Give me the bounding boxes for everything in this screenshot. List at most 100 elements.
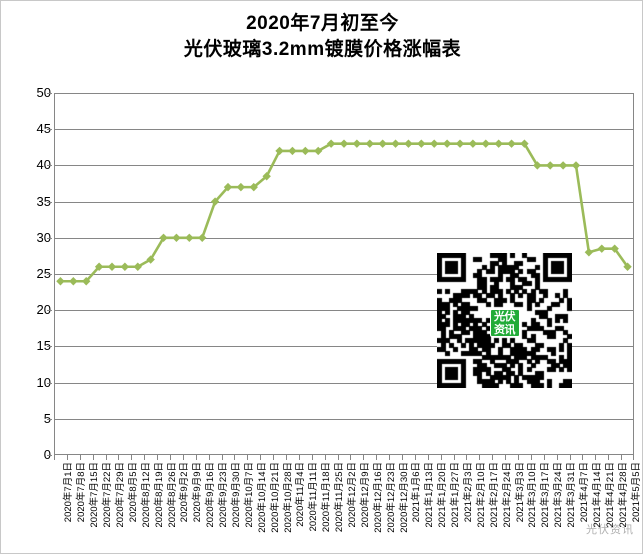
x-axis-tick-label: 2020年10月14日 xyxy=(256,462,268,533)
x-axis-tick-mark xyxy=(118,455,119,460)
x-axis-tick-mark xyxy=(54,455,55,460)
x-axis-tick-mark xyxy=(131,455,132,460)
x-axis-tick-label: 2020年9月30日 xyxy=(231,462,242,528)
data-point-marker xyxy=(82,277,91,286)
chart-title: 2020年7月初至今 光伏玻璃3.2mm镀膜价格涨幅表 xyxy=(1,11,643,63)
data-point-marker xyxy=(468,139,478,148)
data-point-marker xyxy=(365,139,374,148)
x-axis-tick-mark xyxy=(518,455,519,460)
x-axis-tick-label: 2020年12月30日 xyxy=(398,462,410,533)
qr-code-watermark: 光伏 资讯 xyxy=(437,253,572,393)
data-point-marker xyxy=(571,161,581,170)
y-axis-tick-mark xyxy=(47,346,52,348)
x-axis-tick-mark xyxy=(505,455,506,460)
data-point-marker xyxy=(597,244,606,253)
x-axis-tick-label: 2021年3月3日 xyxy=(514,462,526,523)
data-point-marker xyxy=(417,139,426,148)
x-axis-tick-label: 2020年12月9日 xyxy=(359,462,371,528)
data-point-marker xyxy=(275,146,284,156)
x-axis-tick-mark xyxy=(415,455,416,460)
x-axis-tick-mark xyxy=(544,455,545,460)
x-axis-tick-label: 2020年10月21日 xyxy=(269,462,281,533)
data-point-marker xyxy=(236,182,246,192)
x-axis-tick-mark xyxy=(376,455,377,460)
data-point-marker xyxy=(352,139,362,148)
x-axis-tick-mark xyxy=(247,455,248,460)
qr-logo-line-2: 资讯 xyxy=(494,324,516,336)
data-point-marker xyxy=(442,139,452,148)
x-axis-tick-mark xyxy=(389,455,390,460)
x-axis-tick-label: 2020年12月2日 xyxy=(347,462,358,528)
x-axis-tick-mark xyxy=(260,455,261,460)
x-axis-tick-label: 2021年4月7日 xyxy=(579,462,590,523)
x-axis-tick-label: 2020年8月26日 xyxy=(166,462,178,528)
x-axis-tick-label: 2021年2月17日 xyxy=(488,462,500,528)
gridline xyxy=(54,165,634,167)
gridline xyxy=(54,310,634,312)
x-axis-tick-mark xyxy=(363,455,364,460)
x-axis-tick-mark xyxy=(582,455,583,460)
data-point-marker xyxy=(326,139,336,148)
data-point-marker xyxy=(262,172,271,181)
x-axis-tick-label: 2021年4月14日 xyxy=(591,462,603,528)
x-axis-tick-mark xyxy=(350,455,351,460)
x-axis-tick-mark xyxy=(428,455,429,460)
x-axis-tick-label: 2021年1月13日 xyxy=(424,462,436,528)
gridline xyxy=(54,237,634,239)
data-point-marker xyxy=(198,233,207,242)
x-axis-tick-label: 2020年7月15日 xyxy=(89,462,101,528)
x-axis-tick-label: 2021年3月24日 xyxy=(553,462,565,528)
data-point-marker xyxy=(391,139,400,148)
data-point-marker xyxy=(507,139,516,148)
x-axis-tick-mark xyxy=(196,455,197,460)
data-point-marker xyxy=(94,262,104,271)
x-axis-tick-label: 2020年7月22日 xyxy=(102,462,114,528)
data-point-marker xyxy=(558,161,568,170)
x-axis-tick-mark xyxy=(106,455,107,460)
x-axis-tick-label: 2021年2月3日 xyxy=(463,462,474,523)
data-point-marker xyxy=(378,139,387,148)
x-axis-tick-mark xyxy=(633,455,634,460)
data-point-marker xyxy=(623,262,632,271)
data-point-marker xyxy=(494,139,503,148)
x-axis-tick-label: 2021年2月24日 xyxy=(501,462,513,528)
x-axis-tick-label: 2020年10月7日 xyxy=(243,462,255,528)
y-axis-tick-mark xyxy=(47,418,52,420)
data-point-marker xyxy=(339,139,349,148)
x-axis-tick-mark xyxy=(621,455,622,460)
x-axis-tick-mark xyxy=(67,455,68,460)
x-axis-tick-mark xyxy=(402,455,403,460)
x-axis-tick-mark xyxy=(93,455,94,460)
y-axis-tick-label: 25 xyxy=(36,266,51,281)
data-point-marker xyxy=(107,262,117,271)
qr-logo-line-1: 光伏 xyxy=(494,311,516,323)
x-axis-tick-label: 2021年2月10日 xyxy=(475,462,487,528)
chart-title-line-1: 2020年7月初至今 xyxy=(246,13,399,34)
y-axis-tick-mark xyxy=(47,382,52,384)
data-point-marker xyxy=(520,139,529,148)
data-point-marker xyxy=(288,146,297,156)
x-axis-tick-label: 2020年8月5日 xyxy=(127,462,139,523)
y-axis-tick-label: 20 xyxy=(36,302,51,318)
data-point-marker xyxy=(430,139,439,148)
x-axis-tick-label: 2020年11月25日 xyxy=(334,462,346,533)
x-axis: 2020年7月1日 2020年7月8日 2020年7月15日 2020年7月22日 20… xyxy=(54,455,642,553)
corner-watermark-text: 光伏资讯 xyxy=(586,524,634,536)
y-axis-tick-mark xyxy=(47,237,52,239)
x-axis-tick-mark xyxy=(531,455,532,460)
x-axis-tick-mark xyxy=(273,455,274,460)
x-axis-tick-mark xyxy=(608,455,609,460)
data-point-marker xyxy=(185,233,194,242)
x-axis-tick-mark xyxy=(299,455,300,460)
x-axis-tick-label: 2020年7月29日 xyxy=(115,462,126,528)
data-point-marker xyxy=(210,197,220,206)
x-axis-tick-mark xyxy=(479,455,480,460)
x-axis-tick-mark xyxy=(338,455,339,460)
x-axis-tick-mark xyxy=(80,455,81,460)
x-axis-tick-label: 2021年4月21日 xyxy=(604,462,616,528)
data-point-marker xyxy=(146,255,155,264)
data-point-marker xyxy=(223,182,233,192)
data-point-marker xyxy=(172,233,181,242)
x-axis-tick-mark xyxy=(441,455,442,460)
gridline xyxy=(54,346,634,348)
